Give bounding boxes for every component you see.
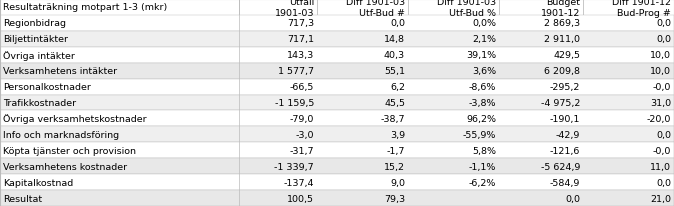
Text: Resultat: Resultat [3,194,42,202]
Text: 79,3: 79,3 [384,194,405,202]
Text: Diff 1901-03
Utf-Bud #: Diff 1901-03 Utf-Bud # [346,0,405,18]
Bar [0,143,674,158]
Text: 31,0: 31,0 [650,98,671,108]
Text: 6 209,8: 6 209,8 [545,67,580,76]
Bar [317,0,408,16]
Bar [0,127,674,143]
Text: -42,9: -42,9 [556,130,580,139]
Text: Budget
1901-12: Budget 1901-12 [541,0,580,18]
Text: -1,1%: -1,1% [468,162,496,171]
Text: 0,0: 0,0 [565,194,580,202]
Text: 3,6%: 3,6% [472,67,496,76]
Bar [499,0,583,16]
Text: -6,2%: -6,2% [468,178,496,187]
Text: Regionbidrag: Regionbidrag [3,19,66,28]
Text: 717,1: 717,1 [287,35,314,44]
Bar [0,174,674,190]
Text: Övriga verksamhetskostnader: Övriga verksamhetskostnader [3,114,147,124]
Text: 96,2%: 96,2% [466,114,496,123]
Bar [0,32,674,48]
Text: 0,0: 0,0 [390,19,405,28]
Text: Biljettintäkter: Biljettintäkter [3,35,68,44]
Text: Utfall
1901-03: Utfall 1901-03 [274,0,314,18]
Text: -1 339,7: -1 339,7 [274,162,314,171]
Text: 9,0: 9,0 [390,178,405,187]
Text: -0,0: -0,0 [653,146,671,155]
Text: -38,7: -38,7 [381,114,405,123]
Text: 55,1: 55,1 [384,67,405,76]
Text: 2,1%: 2,1% [472,35,496,44]
Text: -31,7: -31,7 [290,146,314,155]
Text: -295,2: -295,2 [550,83,580,92]
Text: 14,8: 14,8 [384,35,405,44]
Text: 0,0: 0,0 [656,178,671,187]
Bar [0,111,674,127]
Bar [239,0,317,16]
Text: Diff 1901-12
Bud-Prog #: Diff 1901-12 Bud-Prog # [612,0,671,18]
Bar [583,0,674,16]
Text: 0,0: 0,0 [656,130,671,139]
Text: -121,6: -121,6 [550,146,580,155]
Bar [0,79,674,95]
Bar [0,48,674,63]
Bar [0,95,674,111]
Text: 40,3: 40,3 [384,51,405,60]
Text: Info och marknadsföring: Info och marknadsföring [3,130,119,139]
Text: 3,9: 3,9 [390,130,405,139]
Text: Verksamhetens intäkter: Verksamhetens intäkter [3,67,117,76]
Bar [0,158,674,174]
Text: -0,0: -0,0 [653,83,671,92]
Text: -4 975,2: -4 975,2 [541,98,580,108]
Bar [0,16,674,32]
Text: Trafikkostnader: Trafikkostnader [3,98,76,108]
Text: 21,0: 21,0 [650,194,671,202]
Text: Diff 1901-03
Utf-Bud %: Diff 1901-03 Utf-Bud % [437,0,496,18]
Text: Övriga intäkter: Övriga intäkter [3,50,75,60]
Text: 6,2: 6,2 [390,83,405,92]
Text: -1 159,5: -1 159,5 [275,98,314,108]
Text: -137,4: -137,4 [284,178,314,187]
Text: Resultaträkning motpart 1-3 (mkr): Resultaträkning motpart 1-3 (mkr) [3,4,168,12]
Text: 2 911,0: 2 911,0 [545,35,580,44]
Text: Kapitalkostnad: Kapitalkostnad [3,178,73,187]
Text: -55,9%: -55,9% [462,130,496,139]
Text: 45,5: 45,5 [384,98,405,108]
Text: Verksamhetens kostnader: Verksamhetens kostnader [3,162,127,171]
Text: Personalkostnader: Personalkostnader [3,83,91,92]
Text: 11,0: 11,0 [650,162,671,171]
Text: 0,0: 0,0 [656,35,671,44]
Text: 143,3: 143,3 [287,51,314,60]
Text: 2 869,3: 2 869,3 [544,19,580,28]
Text: 1 577,7: 1 577,7 [278,67,314,76]
Text: 717,3: 717,3 [287,19,314,28]
Text: -1,7: -1,7 [387,146,405,155]
Text: 0,0: 0,0 [656,19,671,28]
Text: Köpta tjänster och provision: Köpta tjänster och provision [3,146,136,155]
Text: -20,0: -20,0 [647,114,671,123]
Text: -5 624,9: -5 624,9 [541,162,580,171]
Text: -3,8%: -3,8% [468,98,496,108]
Text: 100,5: 100,5 [287,194,314,202]
Bar [0,190,674,206]
Text: -190,1: -190,1 [550,114,580,123]
Text: 10,0: 10,0 [650,51,671,60]
Text: -3,0: -3,0 [296,130,314,139]
Text: -79,0: -79,0 [290,114,314,123]
Bar [0,63,674,79]
Text: 5,8%: 5,8% [472,146,496,155]
Text: 15,2: 15,2 [384,162,405,171]
Text: 10,0: 10,0 [650,67,671,76]
Text: 0,0%: 0,0% [472,19,496,28]
Text: -8,6%: -8,6% [468,83,496,92]
Bar [408,0,499,16]
Text: 429,5: 429,5 [553,51,580,60]
Bar [0,0,239,16]
Text: -584,9: -584,9 [550,178,580,187]
Text: -66,5: -66,5 [290,83,314,92]
Text: 39,1%: 39,1% [466,51,496,60]
